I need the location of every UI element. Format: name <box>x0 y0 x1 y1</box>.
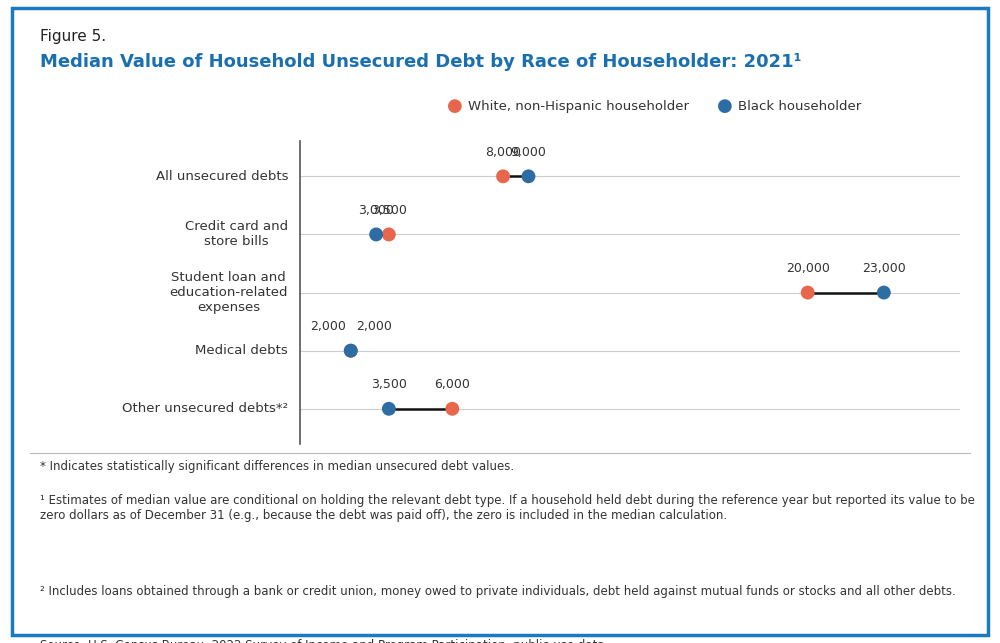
Text: 6,000: 6,000 <box>434 378 470 392</box>
Point <box>520 171 536 181</box>
Text: ¹ Estimates of median value are conditional on holding the relevant debt type. I: ¹ Estimates of median value are conditio… <box>40 494 975 521</box>
Text: ●: ● <box>717 97 733 115</box>
Text: ●: ● <box>447 97 463 115</box>
Text: Credit card and
store bills: Credit card and store bills <box>185 221 288 248</box>
Text: White, non-Hispanic householder: White, non-Hispanic householder <box>468 100 689 113</box>
Point <box>444 404 460 414</box>
Point <box>800 287 816 298</box>
Text: Source: U.S. Census Bureau, 2022 Survey of Income and Program Participation, pub: Source: U.S. Census Bureau, 2022 Survey … <box>40 638 608 643</box>
Text: 3,500: 3,500 <box>371 204 407 217</box>
Text: 23,000: 23,000 <box>862 262 906 275</box>
Text: * Indicates statistically significant differences in median unsecured debt value: * Indicates statistically significant di… <box>40 460 514 473</box>
Text: 3,000: 3,000 <box>358 204 394 217</box>
Point <box>381 404 397 414</box>
Point <box>368 230 384 240</box>
Point <box>343 345 359 356</box>
Text: 8,000: 8,000 <box>485 146 521 159</box>
Text: Median Value of Household Unsecured Debt by Race of Householder: 2021¹: Median Value of Household Unsecured Debt… <box>40 53 802 71</box>
Text: Black householder: Black householder <box>738 100 861 113</box>
Point <box>495 171 511 181</box>
Text: Figure 5.: Figure 5. <box>40 29 106 44</box>
Text: 20,000: 20,000 <box>786 262 830 275</box>
Point <box>876 287 892 298</box>
Text: 3,500: 3,500 <box>371 378 407 392</box>
Point <box>343 345 359 356</box>
Point <box>381 230 397 240</box>
Text: Other unsecured debts*²: Other unsecured debts*² <box>122 403 288 415</box>
Text: Student loan and
education-related
expenses: Student loan and education-related expen… <box>170 271 288 314</box>
Text: ² Includes loans obtained through a bank or credit union, money owed to private : ² Includes loans obtained through a bank… <box>40 584 956 598</box>
Text: 9,000: 9,000 <box>511 146 546 159</box>
Text: All unsecured debts: All unsecured debts <box>156 170 288 183</box>
Text: 2,000: 2,000 <box>310 320 346 333</box>
Text: 2,000: 2,000 <box>356 320 392 333</box>
Text: Medical debts: Medical debts <box>195 344 288 357</box>
